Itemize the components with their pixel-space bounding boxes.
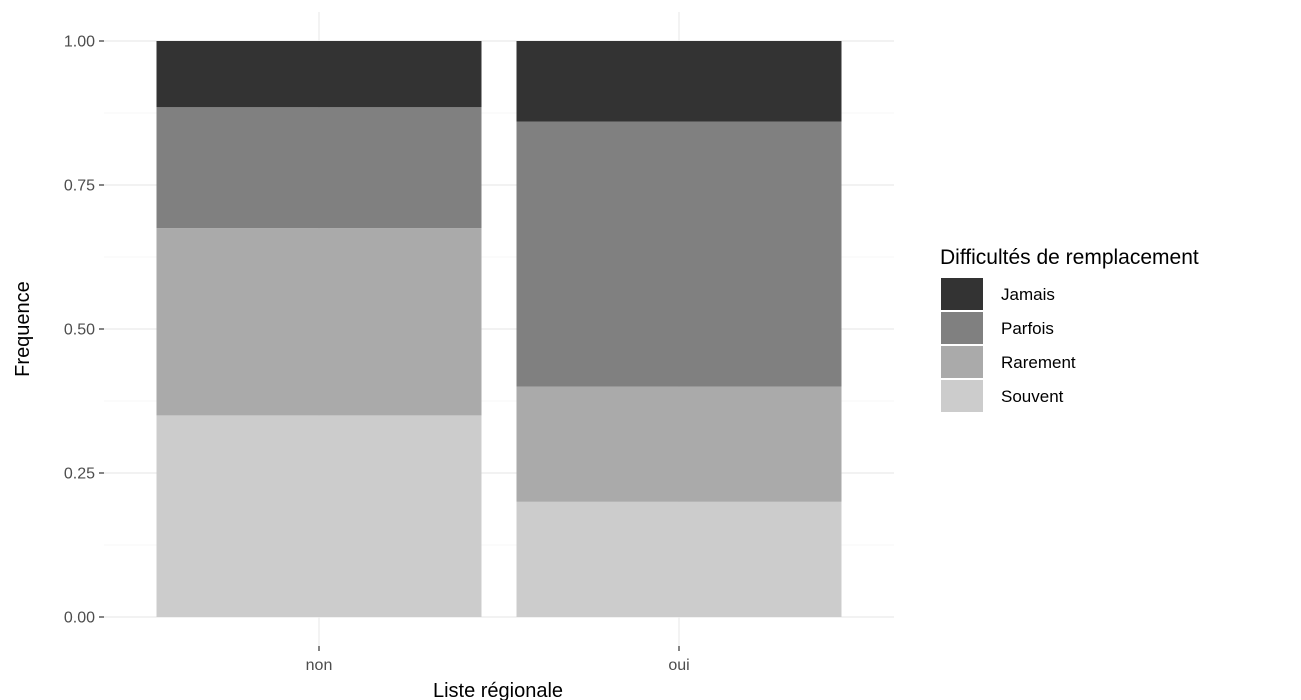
bar-non-parfois — [156, 107, 482, 229]
y-axis: 0.00 0.25 0.50 0.75 1.00 — [64, 34, 104, 627]
legend-title: Difficultés de remplacement — [940, 246, 1199, 269]
legend-key-parfois — [941, 312, 983, 344]
legend-key-souvent — [941, 380, 983, 412]
bar-oui-parfois — [516, 121, 842, 387]
x-axis-title: Liste régionale — [433, 680, 563, 700]
y-tick-label: 0.75 — [64, 178, 95, 195]
x-axis: non oui — [306, 646, 690, 674]
bar-non-rarement — [156, 228, 482, 416]
y-tick-label: 0.00 — [64, 610, 95, 627]
legend-label-jamais: Jamais — [1001, 285, 1055, 304]
legend-label-parfois: Parfois — [1001, 319, 1054, 338]
x-tick-label-non: non — [306, 657, 333, 674]
y-tick-label: 0.50 — [64, 322, 95, 339]
legend-key-jamais — [941, 278, 983, 310]
bar-oui-jamais — [516, 41, 842, 122]
bars — [156, 41, 842, 617]
bar-non-souvent — [156, 415, 482, 617]
legend-key-rarement — [941, 346, 983, 378]
legend: Difficultés de remplacement Jamais Parfoi… — [940, 246, 1199, 412]
y-axis-title: Frequence — [12, 281, 34, 377]
legend-label-souvent: Souvent — [1001, 387, 1064, 406]
legend-label-rarement: Rarement — [1001, 353, 1076, 372]
y-tick-label: 0.25 — [64, 466, 95, 483]
bar-oui-souvent — [516, 501, 842, 617]
x-tick-label-oui: oui — [668, 657, 689, 674]
bar-oui-rarement — [516, 386, 842, 502]
y-tick-label: 1.00 — [64, 34, 95, 51]
bar-non-jamais — [156, 41, 482, 108]
